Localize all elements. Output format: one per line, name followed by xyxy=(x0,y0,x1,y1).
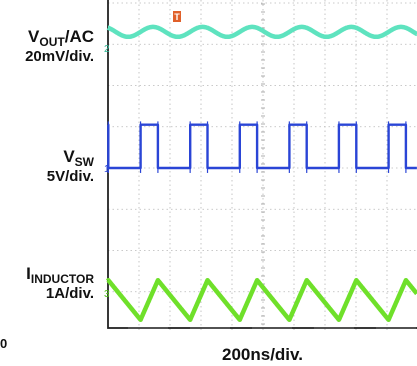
stray-left-text: 0 xyxy=(0,336,8,351)
ch2-label: VOUT/AC 20mV/div. xyxy=(25,27,94,65)
timebase-label: 200ns/div. xyxy=(222,345,303,364)
series-line-2 xyxy=(106,123,417,170)
ch1-marker-label: 1 xyxy=(104,164,110,175)
plot-area xyxy=(108,0,417,330)
ch1-label: VSW 5V/div. xyxy=(47,147,94,185)
trigger-marker: T xyxy=(173,11,181,22)
series-line-3 xyxy=(105,277,417,323)
ch2-scale: 20mV/div. xyxy=(25,48,94,65)
ch2-marker: 2 xyxy=(104,44,110,55)
ch3-scale: 1A/div. xyxy=(45,285,94,302)
ch3-label-main: I xyxy=(26,264,31,283)
ch3-label-sub: INDUCTOR xyxy=(30,272,94,286)
series-line-1 xyxy=(105,24,417,40)
ch2-label-sub: OUT xyxy=(39,35,65,49)
ch1-scale: 5V/div. xyxy=(46,168,94,185)
ch3-marker-label: 3 xyxy=(104,289,110,300)
ch2-label-rest: /AC xyxy=(64,27,94,46)
trigger-marker-label: T xyxy=(174,12,180,22)
ch1-label-sub: SW xyxy=(74,155,94,169)
traces xyxy=(105,24,417,323)
ch2-marker-label: 2 xyxy=(104,44,110,55)
ch1-marker: 1 xyxy=(104,164,110,175)
ch2-label-main: V xyxy=(28,27,40,46)
ch3-label: IINDUCTOR 1A/div. xyxy=(26,264,94,302)
ch1-label-main: V xyxy=(63,147,75,166)
ch3-marker: 3 xyxy=(104,289,110,300)
